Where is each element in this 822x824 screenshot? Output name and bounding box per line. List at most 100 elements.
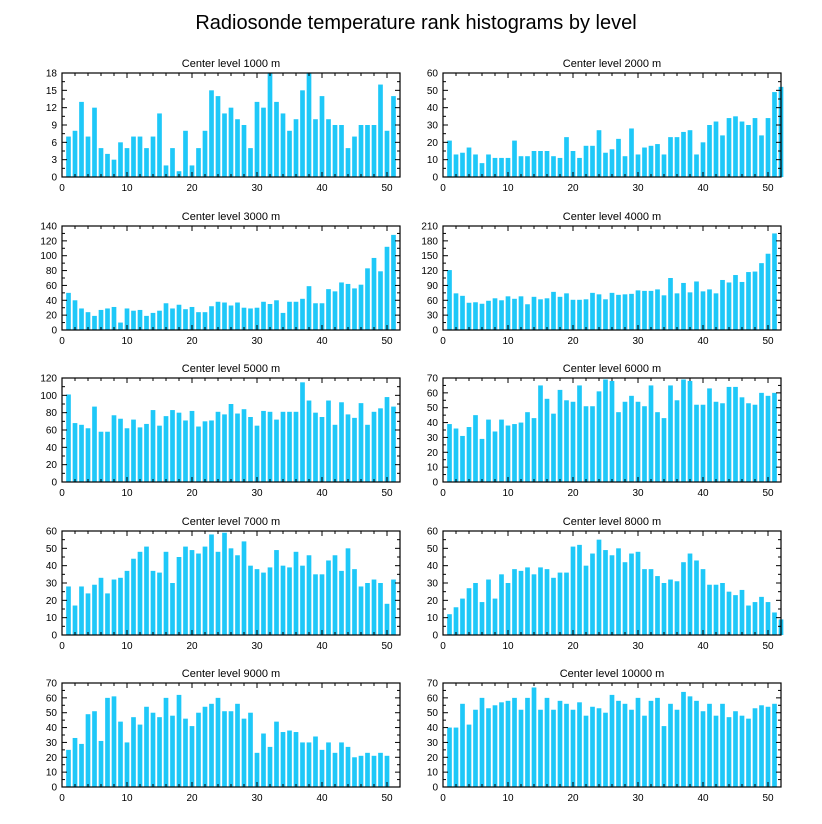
chart-panel: Center level 8000 m 0 10 20 30 40 50 0 10 20 30 40 5… xyxy=(427,516,784,652)
histogram-bar xyxy=(163,697,169,787)
histogram-bar xyxy=(170,583,175,635)
histogram-bar xyxy=(473,709,478,787)
histogram-bar xyxy=(170,410,175,482)
x-tick-label: 0 xyxy=(440,183,446,194)
x-tick-label: 20 xyxy=(567,183,579,194)
histogram-bar xyxy=(486,708,491,787)
x-tick-label: 0 xyxy=(59,488,65,499)
y-tick-label: 0 xyxy=(432,783,438,794)
histogram-bar xyxy=(105,697,110,787)
y-tick-label: 60 xyxy=(46,281,58,292)
histogram-bar xyxy=(492,298,498,330)
histogram-bar xyxy=(293,301,299,330)
histogram-bar xyxy=(267,746,273,787)
histogram-bar xyxy=(176,304,182,330)
histogram-bar xyxy=(157,717,162,787)
histogram-bar xyxy=(525,697,530,787)
y-tick-label: 18 xyxy=(46,69,58,80)
histogram-bar xyxy=(648,145,654,177)
histogram-bar xyxy=(254,752,260,787)
histogram-bar xyxy=(72,130,78,177)
y-tick-label: 70 xyxy=(427,679,439,690)
histogram-bar xyxy=(215,411,221,482)
histogram-bar xyxy=(765,395,771,482)
y-tick-label: 30 xyxy=(427,121,439,132)
histogram-bar xyxy=(681,131,686,177)
histogram-bar xyxy=(564,293,569,330)
histogram-bar xyxy=(339,402,344,482)
x-tick-label: 30 xyxy=(632,641,644,652)
histogram-bar xyxy=(486,419,491,482)
histogram-bar xyxy=(248,148,253,177)
histogram-bar xyxy=(694,700,699,787)
y-tick-label: 10 xyxy=(427,155,439,166)
histogram-bar xyxy=(694,154,699,177)
histogram-bar xyxy=(352,417,357,482)
histogram-bar xyxy=(241,307,247,330)
histogram-bar xyxy=(254,307,260,330)
histogram-bar xyxy=(473,583,478,635)
x-tick-label: 40 xyxy=(697,488,709,499)
y-tick-label: 70 xyxy=(46,679,58,690)
histogram-bar xyxy=(531,687,537,787)
histogram-bar xyxy=(72,300,78,330)
histogram-bar xyxy=(674,293,680,330)
histogram-bar xyxy=(280,113,286,177)
histogram-bar xyxy=(209,90,214,177)
histogram-bar xyxy=(248,417,253,482)
histogram-bar xyxy=(518,709,524,787)
histogram-bar xyxy=(642,290,647,330)
y-tick-label: 0 xyxy=(51,173,57,184)
histogram-bar xyxy=(590,553,595,635)
histogram-bar xyxy=(590,145,595,177)
histogram-bar xyxy=(118,322,123,330)
histogram-bar xyxy=(358,125,364,177)
histogram-bar xyxy=(319,574,325,635)
histogram-bar xyxy=(235,703,240,787)
histogram-bar xyxy=(300,90,305,177)
histogram-bar xyxy=(447,614,452,635)
histogram-bar xyxy=(222,532,227,635)
histogram-bar xyxy=(538,567,543,635)
histogram-bar xyxy=(577,385,582,482)
histogram-bar xyxy=(352,288,357,330)
histogram-bar xyxy=(603,379,608,482)
histogram-bar xyxy=(746,403,751,482)
histogram-bar xyxy=(499,157,504,177)
histogram-bar xyxy=(371,125,377,177)
histogram-bar xyxy=(642,569,647,635)
histogram-bar xyxy=(583,145,589,177)
histogram-bar xyxy=(473,302,478,330)
histogram-bar xyxy=(319,96,325,177)
histogram-bar xyxy=(538,151,543,177)
histogram-bar xyxy=(274,550,279,635)
histogram-bar xyxy=(79,308,84,330)
histogram-bar xyxy=(287,301,292,330)
histogram-bar xyxy=(765,118,771,177)
histogram-bar xyxy=(280,732,286,787)
histogram-bar xyxy=(466,724,472,787)
histogram-bar xyxy=(570,401,576,482)
chart-panel: Center level 5000 m 0 10 20 30 40 50 0 20 40 60 80 1… xyxy=(40,363,401,499)
histogram-bar xyxy=(332,125,338,177)
histogram-bar xyxy=(235,119,240,177)
histogram-bar xyxy=(274,101,279,177)
histogram-bar xyxy=(616,294,621,330)
y-tick-label: 30 xyxy=(427,579,439,590)
x-tick-label: 50 xyxy=(762,793,774,804)
chart-panel: Center level 9000 m 0 10 20 30 40 50 0 10 20 30 40 5… xyxy=(46,668,401,804)
histogram-bar xyxy=(202,421,208,482)
histogram-bar xyxy=(85,312,91,330)
histogram-bar xyxy=(707,125,712,177)
x-tick-label: 0 xyxy=(59,793,65,804)
histogram-bar xyxy=(668,703,673,787)
histogram-bar xyxy=(635,401,641,482)
histogram-bar xyxy=(293,411,299,482)
histogram-bar xyxy=(713,293,719,330)
histogram-bar xyxy=(609,380,615,482)
histogram-bar xyxy=(306,742,312,787)
histogram-bar xyxy=(544,151,550,177)
histogram-bar xyxy=(365,268,370,330)
histogram-bar xyxy=(518,570,524,635)
histogram-bar xyxy=(92,584,97,635)
